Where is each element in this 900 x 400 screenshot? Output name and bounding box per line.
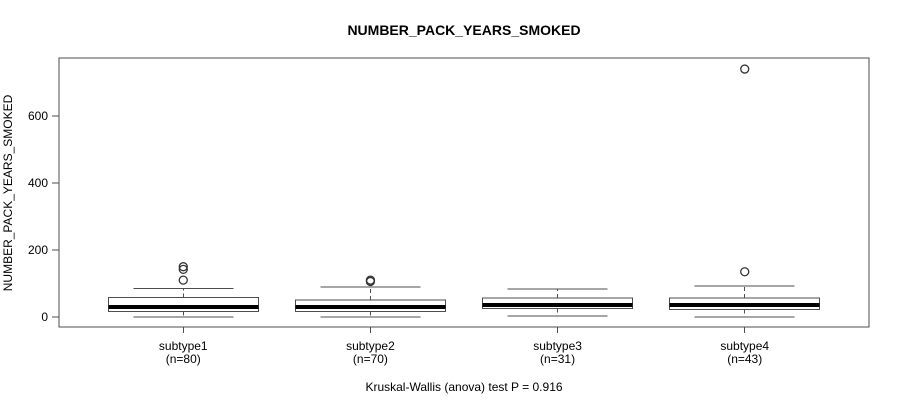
x-n-label: (n=70)	[353, 352, 388, 366]
x-category-label: subtype3	[533, 339, 582, 353]
outlier-point	[178, 264, 188, 275]
chart-title: NUMBER_PACK_YEARS_SMOKED	[347, 22, 580, 38]
boxplot-group-subtype1: subtype1(n=80)	[107, 262, 259, 366]
y-tick-label: 400	[28, 176, 48, 190]
x-n-label: (n=80)	[166, 352, 201, 366]
outlier-point	[178, 275, 188, 285]
x-category-label: subtype4	[720, 339, 769, 353]
plot-area: 0200400600subtype1(n=80)subtype2(n=70)su…	[28, 64, 821, 366]
plot-frame	[58, 57, 870, 328]
y-tick-label: 0	[41, 310, 48, 324]
y-tick-label: 200	[28, 243, 48, 257]
iqr-box	[107, 297, 259, 313]
stats-annotation: Kruskal-Wallis (anova) test P = 0.916	[365, 380, 562, 394]
y-axis-label: NUMBER_PACK_YEARS_SMOKED	[1, 94, 15, 291]
outlier-point	[740, 64, 750, 74]
outlier-point	[178, 262, 188, 272]
outlier-point	[365, 275, 376, 285]
outlier-point	[740, 267, 750, 277]
boxplot-group-subtype4: subtype4(n=43)	[669, 64, 821, 366]
boxplot-group-subtype2: subtype2(n=70)	[294, 275, 446, 366]
x-category-label: subtype1	[159, 339, 208, 353]
x-n-label: (n=31)	[540, 352, 575, 366]
boxplot-group-subtype3: subtype3(n=31)	[482, 288, 634, 366]
x-category-label: subtype2	[346, 339, 395, 353]
y-tick-label: 600	[28, 109, 48, 123]
x-n-label: (n=43)	[727, 352, 762, 366]
